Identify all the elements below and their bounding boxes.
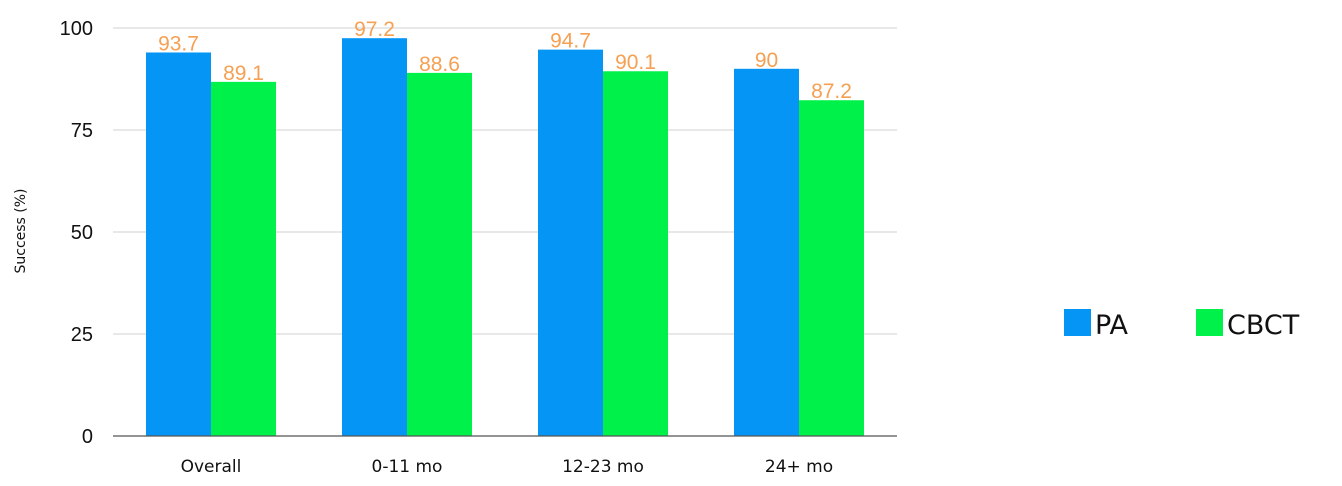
- bar-cbct: [603, 71, 668, 437]
- data-label: 94.7: [550, 30, 591, 53]
- data-label: 90: [755, 49, 778, 72]
- data-label: 87.2: [811, 80, 852, 103]
- data-label: 97.2: [354, 18, 395, 41]
- legend-label-pa: PA: [1095, 310, 1129, 341]
- data-label: 93.7: [158, 32, 199, 55]
- bars: [146, 38, 864, 437]
- axes: 0 25 50 75 100 Overall 0-11 mo 12-23 mo 24+ mo: [60, 18, 897, 477]
- y-tick-label: 75: [71, 120, 93, 142]
- bar-cbct: [799, 100, 864, 436]
- legend-swatch-cbct: [1196, 309, 1223, 336]
- y-tick-label: 25: [71, 324, 93, 346]
- y-axis-title: Success (%): [13, 188, 29, 273]
- x-tick-label: 12-23 mo: [562, 457, 644, 477]
- bar-pa: [342, 38, 407, 436]
- bar-pa: [538, 49, 603, 437]
- legend-swatch-pa: [1064, 309, 1091, 336]
- legend-label-cbct: CBCT: [1227, 310, 1300, 341]
- x-tick-label: 24+ mo: [765, 457, 833, 477]
- x-tick-label: Overall: [181, 457, 242, 477]
- bar-pa: [146, 52, 211, 436]
- data-label: 90.1: [615, 51, 656, 74]
- y-tick-label: 50: [71, 222, 93, 244]
- bar-cbct: [407, 72, 472, 436]
- data-label: 89.1: [223, 62, 264, 85]
- legend: PA CBCT: [1064, 309, 1300, 341]
- data-label: 88.6: [419, 53, 460, 76]
- bar-pa: [734, 68, 799, 437]
- data-labels: 93.7 89.1 97.2 88.6 94.7 90.1 90 87.2: [158, 18, 852, 103]
- y-tick-label: 100: [60, 18, 93, 40]
- bar-cbct: [211, 81, 276, 436]
- y-tick-label: 0: [82, 426, 93, 448]
- x-tick-label: 0-11 mo: [372, 457, 443, 477]
